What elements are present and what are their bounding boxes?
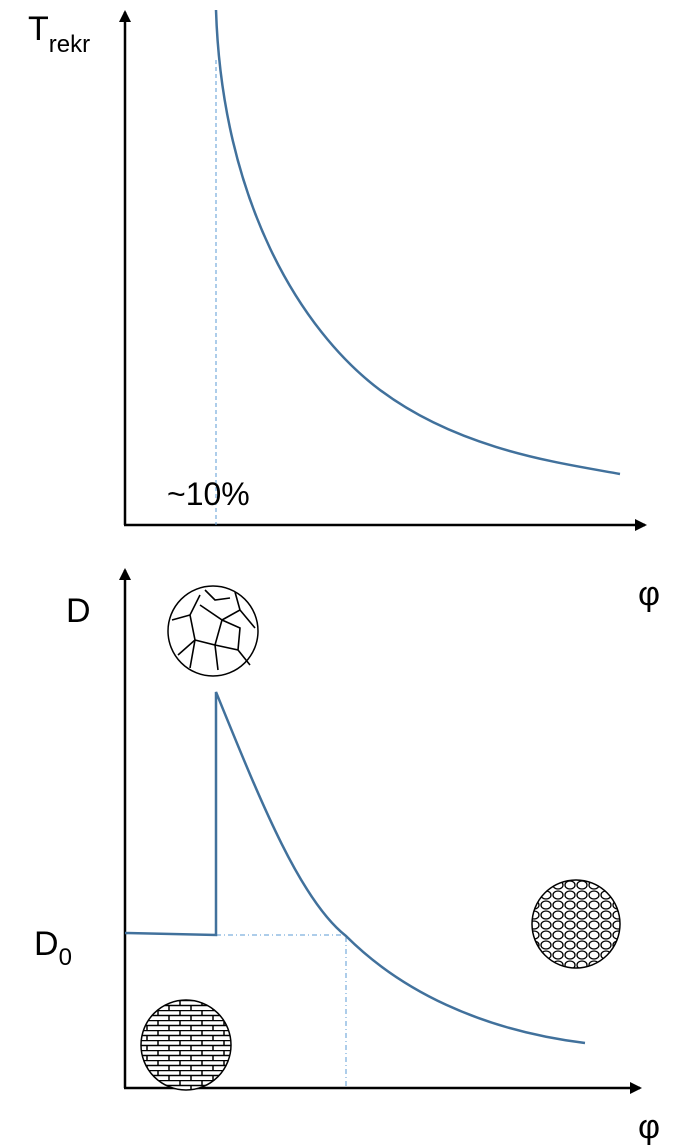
fine-grains [531, 879, 621, 969]
top-chart: Trekr ~10% φ [28, 9, 660, 613]
curve [124, 691, 586, 1045]
deformed-grains [140, 999, 232, 1091]
guide-line [216, 934, 347, 1088]
curve [214, 9, 621, 476]
y-label: D [66, 592, 91, 630]
y-label-main: T [28, 10, 49, 48]
y-label-sub: rekr [49, 31, 90, 58]
coarse-grains [167, 585, 259, 677]
x-label: φ [638, 1108, 660, 1146]
y-label: Trekr [28, 10, 90, 58]
d0-label: D0 [34, 925, 72, 971]
bottom-chart: D D0 φ [34, 568, 660, 1146]
d0-sub: 0 [59, 944, 72, 971]
d0-main: D [34, 925, 59, 963]
x-label: φ [638, 575, 660, 613]
annotation: ~10% [167, 476, 250, 512]
